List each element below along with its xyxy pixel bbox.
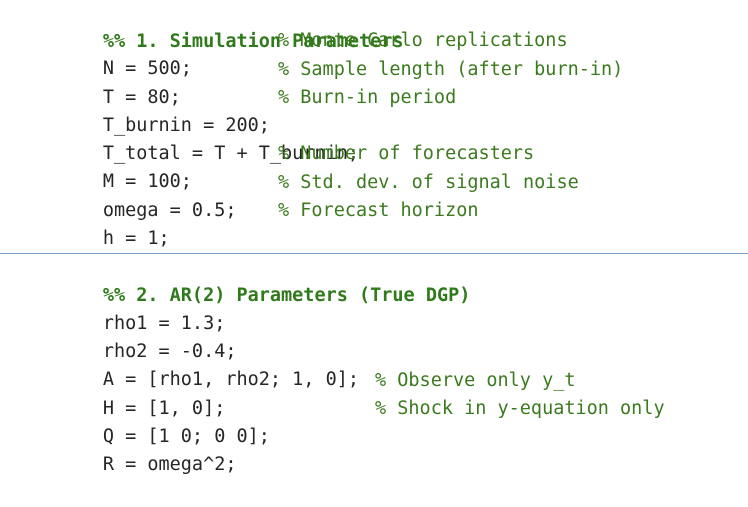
- code-text: M = 100;: [102, 171, 192, 192]
- code-section-ar2-parameters[interactable]: %% 2. AR(2) Parameters (True DGP) rho1 =…: [0, 254, 748, 475]
- code-text: Q = [1 0; 0 0];: [102, 426, 270, 447]
- code-line[interactable]: T = 80; % Sample length (after burn-in): [36, 56, 623, 108]
- code-text: T_total = T + T_burnin;: [102, 143, 360, 164]
- section-title: %% 1. Simulation Parameters: [102, 31, 404, 52]
- code-line[interactable]: N = 500; % Monte Carlo replications: [36, 27, 568, 79]
- code-comment: % Std. dev. of signal noise: [278, 172, 579, 193]
- code-line[interactable]: omega = 0.5; % Std. dev. of signal noise: [36, 169, 579, 221]
- code-comment: % Burn-in period: [278, 87, 457, 108]
- code-text: rho2 = -0.4;: [102, 341, 237, 362]
- code-text: R = omega^2;: [102, 454, 237, 475]
- code-line[interactable]: rho1 = 1.3;: [36, 282, 226, 334]
- code-line[interactable]: H = [1, 0]; % Observe only y_t: [36, 367, 576, 419]
- code-text: rho1 = 1.3;: [102, 313, 226, 334]
- code-text: H = [1, 0];: [102, 398, 226, 419]
- code-line[interactable]: M = 100; % Number of forecasters: [36, 140, 534, 192]
- code-text: h = 1;: [102, 228, 170, 249]
- code-editor[interactable]: %% 1. Simulation Parameters N = 500; % Mo…: [0, 0, 748, 475]
- section-divider: [0, 253, 748, 254]
- section-title-line: %% 2. AR(2) Parameters (True DGP): [36, 254, 471, 306]
- code-text: A = [rho1, rho2; 1, 0];: [102, 369, 360, 390]
- code-line[interactable]: R = omega^2;: [36, 423, 237, 475]
- section-title-line: %% 1. Simulation Parameters: [36, 0, 404, 52]
- code-text: T_burnin = 200;: [102, 115, 270, 136]
- code-comment: % Forecast horizon: [278, 200, 479, 221]
- code-comment: % Shock in y-equation only: [375, 398, 665, 419]
- code-line[interactable]: h = 1; % Forecast horizon: [36, 197, 479, 249]
- code-line[interactable]: A = [rho1, rho2; 1, 0];: [36, 338, 359, 390]
- code-comment: % Observe only y_t: [375, 370, 576, 391]
- code-line[interactable]: T_total = T + T_burnin;: [36, 112, 359, 164]
- code-comment: % Number of forecasters: [278, 143, 535, 164]
- code-line[interactable]: rho2 = -0.4;: [36, 310, 237, 362]
- code-section-simulation-parameters[interactable]: %% 1. Simulation Parameters N = 500; % Mo…: [0, 0, 748, 253]
- code-comment: % Monte Carlo replications: [278, 30, 568, 51]
- code-text: omega = 0.5;: [102, 200, 237, 221]
- code-text: T = 80;: [102, 87, 181, 108]
- code-comment: % Sample length (after burn-in): [278, 59, 624, 80]
- code-line[interactable]: T_burnin = 200; % Burn-in period: [36, 84, 456, 136]
- code-text: N = 500;: [102, 58, 192, 79]
- code-line[interactable]: Q = [1 0; 0 0]; % Shock in y-equation onl…: [36, 395, 665, 447]
- section-title: %% 2. AR(2) Parameters (True DGP): [102, 285, 471, 306]
